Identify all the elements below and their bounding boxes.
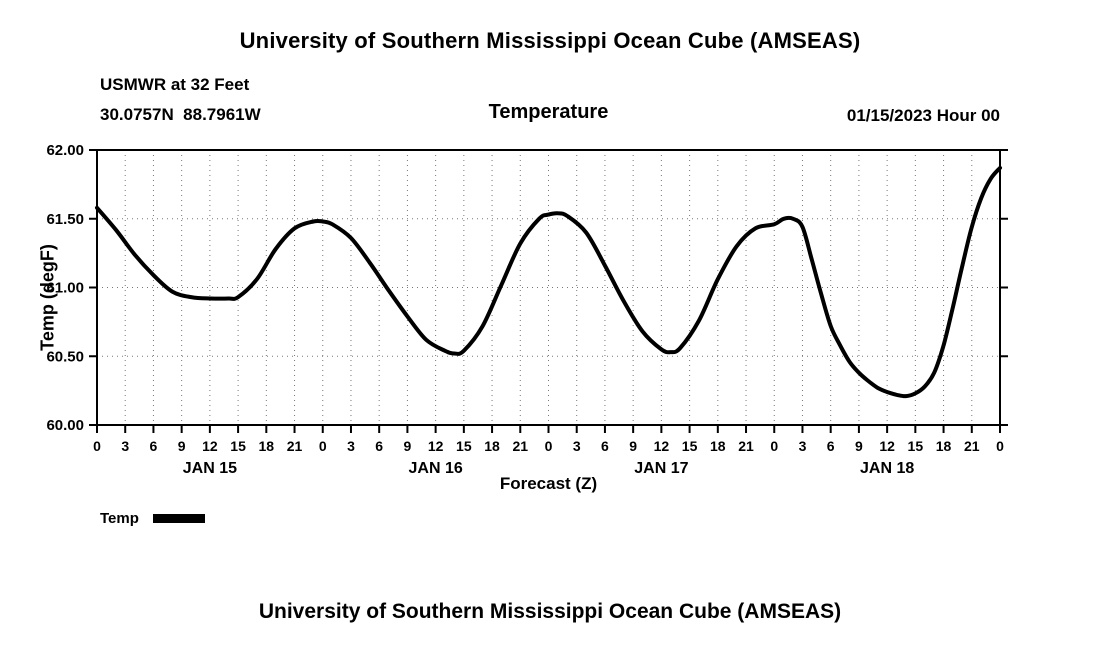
x-tick-label: 6 (827, 438, 835, 454)
x-tick-label: 0 (319, 438, 327, 454)
x-tick-label: 0 (770, 438, 778, 454)
x-tick-label: 0 (545, 438, 553, 454)
x-tick-label: 6 (150, 438, 158, 454)
station-label: USMWR at 32 Feet (100, 75, 250, 94)
page-title: University of Southern Mississippi Ocean… (239, 28, 861, 53)
plot-border (96, 149, 1001, 426)
x-tick-label: 12 (654, 438, 670, 454)
x-tick-label: 21 (964, 438, 980, 454)
y-tick-label: 62.00 (46, 142, 84, 159)
x-tick-label: 9 (178, 438, 186, 454)
x-tick-label: 9 (404, 438, 412, 454)
x-tick-label: 18 (259, 438, 275, 454)
day-label: JAN 15 (183, 460, 237, 477)
y-tick-label: 60.00 (46, 417, 84, 434)
x-axis-label: Forecast (Z) (499, 474, 598, 493)
x-tick-label: 0 (996, 438, 1004, 454)
x-tick-label: 12 (202, 438, 218, 454)
x-tick-label: 3 (573, 438, 581, 454)
x-tick-label: 6 (375, 438, 383, 454)
legend-line-swatch (152, 514, 205, 523)
x-tick-label: 21 (512, 438, 528, 454)
x-tick-label: 15 (456, 438, 472, 454)
y-tick-label: 60.50 (46, 348, 84, 365)
forecast-init-label: 01/15/2023 Hour 00 (846, 106, 1000, 125)
x-tick-label: 21 (287, 438, 303, 454)
x-tick-label: 9 (855, 438, 863, 454)
x-tick-label: 9 (629, 438, 637, 454)
chart-title: Temperature (488, 101, 609, 123)
x-tick-label: 12 (428, 438, 444, 454)
day-label: JAN 18 (860, 460, 914, 477)
coordinates-label: 30.0757N 88.7961W (100, 105, 261, 124)
x-tick-label: 15 (230, 438, 246, 454)
x-tick-label: 3 (799, 438, 807, 454)
temp-series-line (95, 165, 1002, 399)
day-label: JAN 17 (634, 460, 688, 477)
x-tick-label: 12 (879, 438, 895, 454)
day-label: JAN 16 (409, 460, 463, 477)
x-tick-label: 21 (738, 438, 754, 454)
legend: Temp (100, 510, 205, 527)
x-tick-label: 15 (908, 438, 924, 454)
x-tick-label: 18 (484, 438, 500, 454)
footer-title: University of Southern Mississippi Ocean… (258, 600, 842, 623)
y-tick-label: 61.00 (46, 280, 84, 297)
x-tick-label: 15 (682, 438, 698, 454)
x-tick-label: 3 (121, 438, 129, 454)
legend-label: Temp (100, 510, 139, 527)
y-tick-label: 61.50 (46, 211, 84, 228)
x-tick-label: 0 (93, 438, 101, 454)
x-tick-label: 18 (936, 438, 952, 454)
x-tick-label: 6 (601, 438, 609, 454)
x-tick-label: 3 (347, 438, 355, 454)
x-tick-label: 18 (710, 438, 726, 454)
y-axis-label: Temp (degF) (37, 244, 58, 351)
